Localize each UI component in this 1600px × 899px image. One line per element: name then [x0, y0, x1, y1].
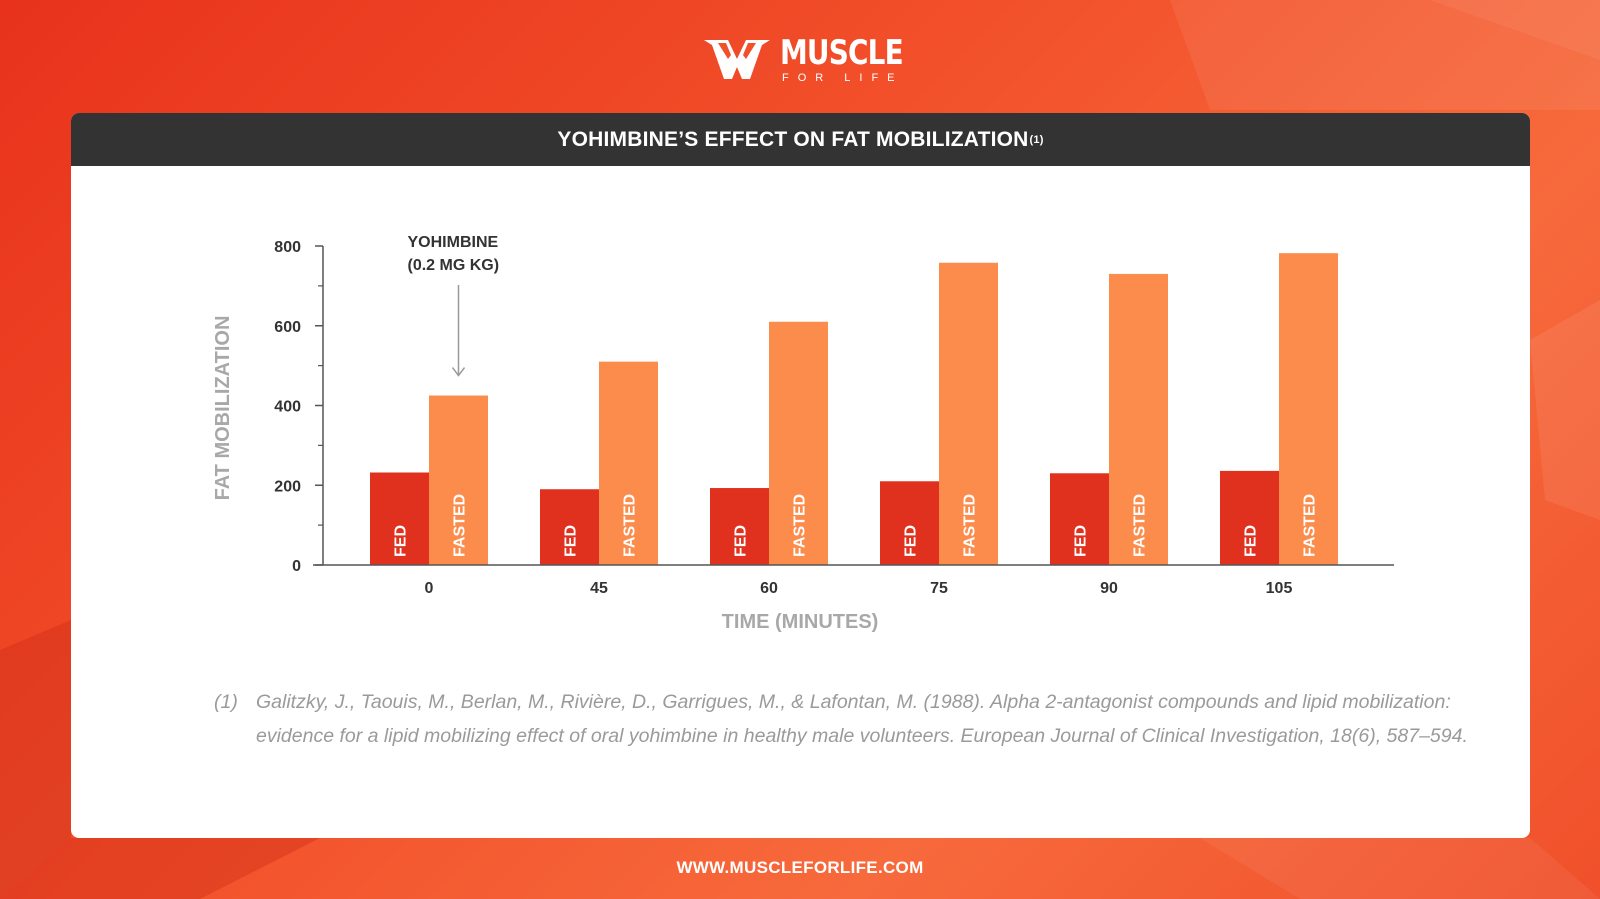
chart-title-reference: (1): [1029, 133, 1044, 146]
y-tick-label-200: 200: [274, 478, 301, 495]
x-axis-label: TIME (MINUTES): [722, 611, 879, 633]
x-tick-label-45: 45: [590, 580, 608, 597]
bar-fed-75: [880, 481, 939, 565]
brand-logo[interactable]: MUSCLE FOR LIFE: [704, 36, 930, 84]
chart-title-bar: YOHIMBINE’S EFFECT ON FAT MOBILIZATION (1…: [71, 113, 1530, 166]
bar-label-fasted-105: FASTED: [1302, 494, 1319, 557]
bar-label-fed-0: FED: [393, 525, 410, 557]
x-tick-label-0: 0: [425, 580, 434, 597]
axes-group: 0 45 60 75 90 105 0 200 400 600 800: [274, 239, 1394, 597]
reference-footnote: (1) Galitzky, J., Taouis, M., Berlan, M.…: [214, 685, 1474, 753]
y-tick-label-600: 600: [274, 319, 301, 336]
bar-fasted-0: [429, 395, 488, 565]
chart-card: YOHIMBINE’S EFFECT ON FAT MOBILIZATION (1…: [71, 113, 1530, 838]
bar-label-fed-60: FED: [733, 525, 750, 557]
bar-fed-105: [1220, 470, 1279, 565]
bar-label-fed-105: FED: [1243, 525, 1260, 557]
dose-annotation: YOHIMBINE (0.2 MG KG): [408, 234, 500, 377]
bar-label-fed-75: FED: [903, 525, 920, 557]
x-tick-label-75: 75: [930, 580, 948, 597]
chart-title: YOHIMBINE’S EFFECT ON FAT MOBILIZATION: [557, 127, 1029, 151]
x-tick-label-60: 60: [760, 580, 778, 597]
bar-label-fed-90: FED: [1073, 525, 1090, 557]
bar-fasted-105: [1279, 253, 1338, 566]
bar-label-fasted-75: FASTED: [962, 494, 979, 557]
y-axis-label: FAT MOBILIZATION: [212, 316, 234, 501]
bars-group: FED FASTED FED FASTED FED FASTED FED FASTED FED F…: [370, 253, 1338, 566]
y-tick-label-400: 400: [274, 399, 301, 416]
footnote-number: (1): [214, 691, 238, 713]
bar-fed-0: [370, 472, 429, 565]
y-tick-label-0: 0: [292, 558, 301, 575]
bar-fed-45: [540, 489, 599, 565]
website-url[interactable]: WWW.MUSCLEFORLIFE.COM: [676, 858, 924, 877]
brand-tagline: FOR LIFE: [782, 72, 904, 84]
annotation-line-1: YOHIMBINE: [408, 234, 499, 251]
bar-fed-90: [1050, 473, 1109, 565]
muscle-for-life-m-logo-icon: [704, 40, 770, 79]
y-tick-label-800: 800: [274, 239, 301, 256]
bar-fed-60: [710, 488, 769, 565]
bar-fasted-75: [939, 262, 998, 565]
footnote-text: Galitzky, J., Taouis, M., Berlan, M., Ri…: [256, 691, 1468, 747]
brand-name: MUSCLE: [780, 33, 904, 73]
x-tick-label-105: 105: [1266, 580, 1293, 597]
bar-label-fasted-90: FASTED: [1132, 494, 1149, 557]
bar-label-fed-45: FED: [563, 525, 580, 557]
bar-fasted-90: [1109, 273, 1168, 565]
annotation-line-2: (0.2 MG KG): [408, 257, 500, 274]
annotation-arrow-head: [451, 367, 466, 377]
bar-label-fasted-60: FASTED: [792, 494, 809, 557]
bar-chart: FAT MOBILIZATION TIME (MINUTES) FED FASTE…: [212, 234, 1394, 633]
x-tick-label-90: 90: [1100, 580, 1118, 597]
bar-fasted-60: [769, 321, 828, 565]
bar-label-fasted-45: FASTED: [622, 494, 639, 557]
bar-fasted-45: [599, 361, 658, 565]
bar-label-fasted-0: FASTED: [452, 494, 469, 557]
